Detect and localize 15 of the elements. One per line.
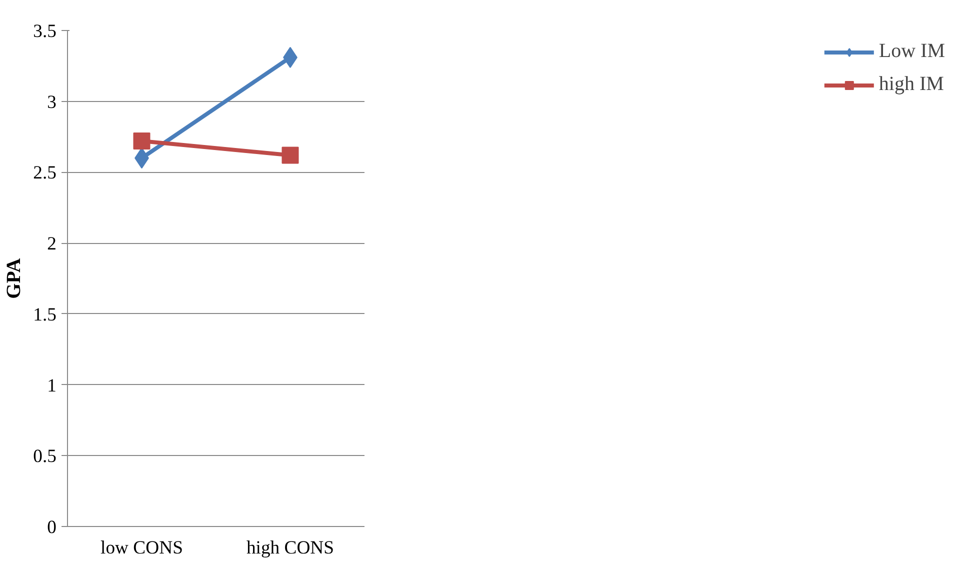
y-tick-label: 1.5 — [33, 304, 57, 326]
legend-label: high IM — [878, 73, 944, 96]
x-tick-label: low CONS — [100, 538, 183, 558]
y-tick-label: 0 — [47, 517, 56, 538]
point — [133, 132, 150, 150]
y-axis-title: GPA — [3, 258, 26, 299]
point — [282, 146, 299, 164]
y-tick-label: 2 — [47, 234, 56, 255]
y-tick-label: 3.5 — [33, 21, 57, 42]
y-tick-label: 1 — [47, 375, 56, 396]
legend-label: Low IM — [878, 40, 945, 63]
y-tick-label: 2.5 — [33, 162, 57, 184]
y-tick-label: 3 — [47, 92, 56, 113]
x-tick-label: high CONS — [246, 538, 334, 558]
y-tick-label: 0.5 — [33, 446, 57, 468]
